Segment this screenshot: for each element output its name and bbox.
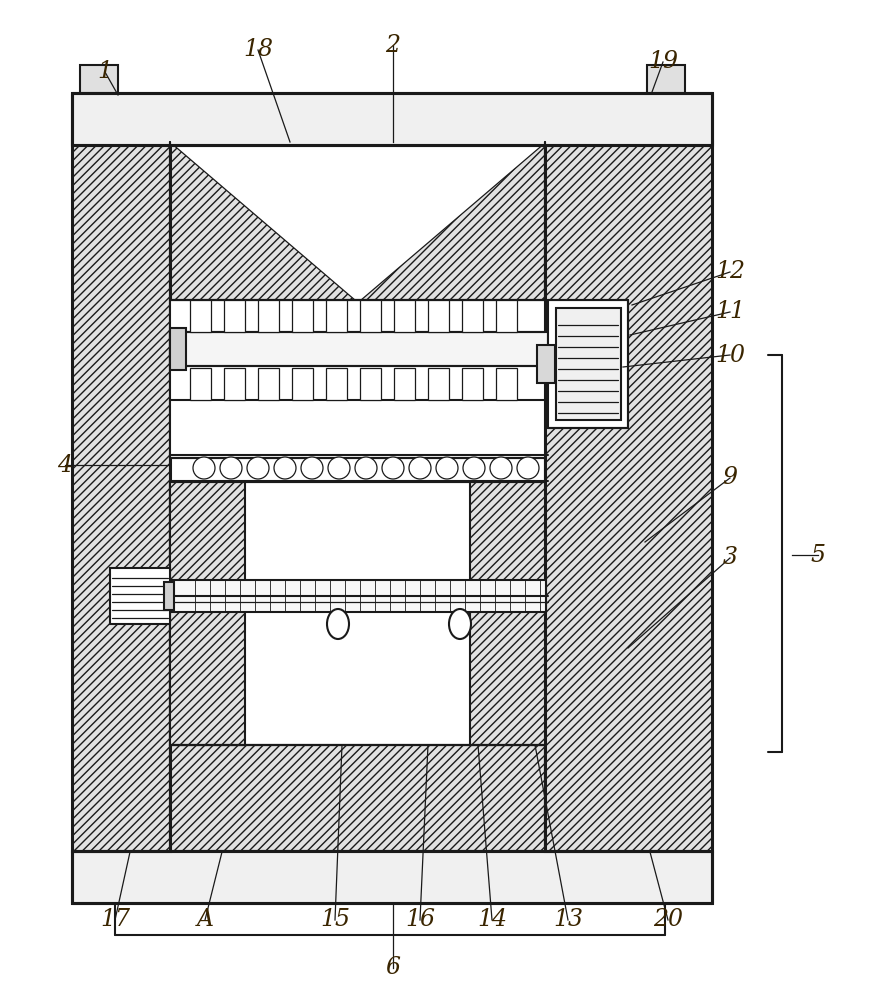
Bar: [80, 65, 118, 93]
Text: 5: 5: [810, 544, 826, 566]
Bar: [537, 345, 555, 383]
Text: 1: 1: [98, 60, 113, 84]
Bar: [545, 141, 712, 851]
Bar: [470, 482, 545, 745]
Text: 6: 6: [386, 956, 401, 980]
Bar: [428, 368, 449, 400]
Text: A: A: [196, 908, 214, 932]
Text: 20: 20: [653, 908, 683, 932]
Bar: [170, 332, 548, 366]
Bar: [224, 300, 245, 332]
Bar: [170, 482, 545, 745]
Ellipse shape: [449, 609, 471, 639]
Text: 19: 19: [648, 50, 678, 74]
Circle shape: [355, 457, 377, 479]
Bar: [326, 368, 347, 400]
Bar: [72, 93, 712, 145]
Circle shape: [517, 457, 539, 479]
Circle shape: [463, 457, 485, 479]
Circle shape: [247, 457, 269, 479]
Text: 16: 16: [405, 908, 435, 932]
Bar: [258, 300, 279, 332]
Bar: [360, 300, 381, 332]
Bar: [72, 141, 170, 851]
Text: 15: 15: [320, 908, 350, 932]
Bar: [428, 300, 449, 332]
Circle shape: [193, 457, 215, 479]
Bar: [170, 300, 545, 458]
Bar: [224, 368, 245, 400]
Bar: [292, 368, 313, 400]
Bar: [496, 300, 517, 332]
Bar: [170, 482, 245, 745]
Text: 12: 12: [715, 260, 745, 284]
Circle shape: [274, 457, 296, 479]
Circle shape: [436, 457, 458, 479]
Circle shape: [409, 457, 431, 479]
Circle shape: [328, 457, 350, 479]
Bar: [556, 308, 621, 420]
Circle shape: [382, 457, 404, 479]
Text: 9: 9: [723, 466, 738, 489]
Bar: [258, 368, 279, 400]
Bar: [360, 368, 381, 400]
Bar: [170, 482, 245, 745]
Text: 10: 10: [715, 344, 745, 366]
Bar: [72, 141, 170, 851]
Circle shape: [490, 457, 512, 479]
Text: 14: 14: [477, 908, 507, 932]
Bar: [170, 745, 545, 851]
Circle shape: [301, 457, 323, 479]
Bar: [462, 300, 483, 332]
Text: 13: 13: [553, 908, 583, 932]
Bar: [164, 582, 174, 610]
Polygon shape: [360, 142, 545, 300]
Text: 3: 3: [723, 546, 738, 570]
Bar: [394, 300, 415, 332]
Bar: [170, 328, 186, 370]
Text: 11: 11: [715, 300, 745, 324]
Bar: [190, 368, 211, 400]
Bar: [548, 300, 628, 428]
Bar: [164, 580, 546, 612]
Bar: [110, 568, 170, 624]
Bar: [190, 300, 211, 332]
Bar: [394, 368, 415, 400]
Bar: [292, 300, 313, 332]
Text: 17: 17: [100, 908, 130, 932]
Text: 4: 4: [58, 454, 72, 477]
Bar: [72, 851, 712, 903]
Bar: [496, 368, 517, 400]
Text: 2: 2: [386, 33, 401, 56]
Text: 18: 18: [243, 38, 273, 62]
Bar: [462, 368, 483, 400]
Bar: [170, 142, 545, 300]
Bar: [545, 141, 712, 851]
Bar: [647, 65, 685, 93]
Polygon shape: [170, 142, 355, 300]
Bar: [326, 300, 347, 332]
Ellipse shape: [327, 609, 349, 639]
Bar: [470, 482, 545, 745]
Bar: [170, 745, 545, 851]
Circle shape: [220, 457, 242, 479]
